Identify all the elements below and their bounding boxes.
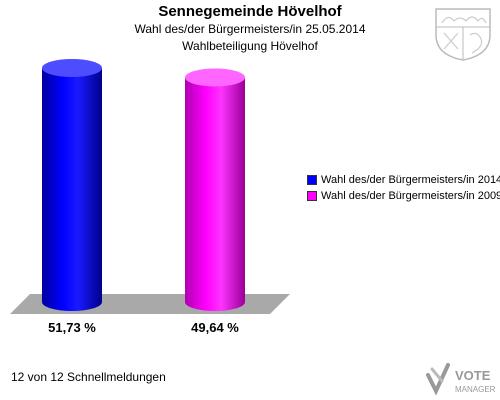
legend-label-2009: Wahl des/der Bürgermeisters/in 2009	[321, 190, 500, 202]
bar-body-2014	[42, 68, 102, 311]
bar-body-2009	[185, 77, 245, 311]
chart-legend: Wahl des/der Bürgermeisters/in 2014 Wahl…	[307, 172, 500, 204]
footer-status: 12 von 12 Schnellmeldungen	[11, 370, 166, 384]
value-label-2009: 49,64 %	[191, 320, 239, 335]
logo-manager-text: MANAGER	[455, 385, 496, 394]
nrw-coat-of-arms-icon	[435, 8, 491, 61]
bar-2009	[185, 68, 245, 311]
legend-item-2009: Wahl des/der Bürgermeisters/in 2009	[307, 188, 500, 204]
legend-item-2014: Wahl des/der Bürgermeisters/in 2014	[307, 172, 500, 188]
chart-subtitle-turnout: Wahlbeteiligung Hövelhof	[182, 39, 318, 53]
legend-swatch-2009	[307, 191, 317, 201]
value-label-2014: 51,73 %	[48, 320, 96, 335]
legend-swatch-2014	[307, 175, 317, 185]
bar-2014	[42, 59, 102, 311]
chart-subtitle: Wahl des/der Bürgermeisters/in 25.05.201…	[134, 22, 366, 36]
legend-label-2014: Wahl des/der Bürgermeisters/in 2014	[321, 174, 500, 186]
logo-vote-text: VOTE	[455, 368, 491, 383]
bar-top-2009	[185, 68, 245, 87]
bar-top-2014	[42, 59, 102, 77]
chart-title: Sennegemeinde Hövelhof	[158, 3, 342, 20]
votemanager-logo: VOTE MANAGER	[426, 363, 496, 396]
